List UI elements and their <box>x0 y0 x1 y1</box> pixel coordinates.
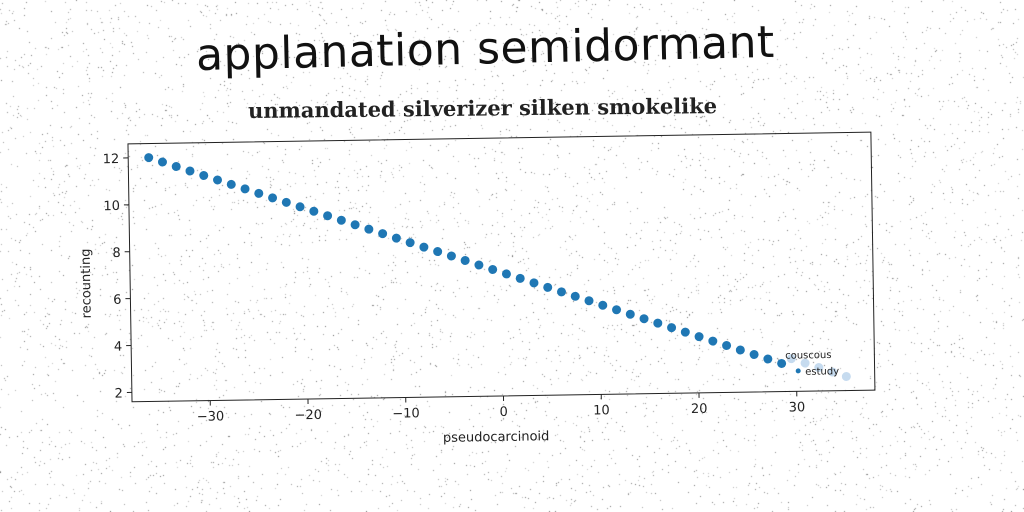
data-point <box>488 264 498 274</box>
data-point <box>598 300 608 310</box>
data-point <box>268 193 278 203</box>
data-point <box>391 233 401 243</box>
data-point <box>336 215 346 225</box>
data-point <box>708 336 718 346</box>
y-tick-label: 12 <box>103 152 120 167</box>
x-tick-label: −10 <box>392 406 420 421</box>
data-point <box>653 318 663 328</box>
plot-frame <box>127 131 876 403</box>
data-point <box>254 188 264 198</box>
x-tick-label: 10 <box>593 403 610 418</box>
data-point <box>378 229 388 239</box>
data-point <box>309 206 319 216</box>
data-point <box>281 197 291 207</box>
data-point <box>777 358 787 368</box>
data-point <box>240 184 250 194</box>
data-point <box>350 220 360 230</box>
x-axis-label: pseudocarcinoid <box>443 429 550 446</box>
faded-point <box>828 367 838 377</box>
faded-point <box>814 363 824 373</box>
data-point <box>460 256 470 266</box>
data-point <box>419 242 429 252</box>
data-point <box>584 296 594 306</box>
annotation-marker <box>795 368 801 374</box>
data-point <box>433 247 443 257</box>
data-point <box>680 327 690 337</box>
x-tick-label: 30 <box>789 400 806 415</box>
data-point <box>364 224 374 234</box>
data-point <box>405 238 415 248</box>
y-tick-label: 2 <box>115 387 124 402</box>
x-tick-label: −30 <box>197 409 225 424</box>
data-point <box>722 341 732 351</box>
data-point <box>749 349 759 359</box>
annotations: couscous estudy <box>785 350 839 378</box>
data-point <box>295 202 305 212</box>
faded-point <box>786 354 796 364</box>
data-point <box>639 314 649 324</box>
annotation-label: couscous <box>785 350 831 362</box>
y-tick-label: 8 <box>112 246 121 261</box>
faded-points <box>786 354 851 381</box>
data-point <box>515 273 525 283</box>
data-points <box>144 153 787 368</box>
data-point <box>667 323 677 333</box>
data-point <box>735 345 745 355</box>
data-point <box>213 175 223 185</box>
x-tick-label: 0 <box>499 405 508 420</box>
y-tick-label: 4 <box>114 340 123 355</box>
y-axis-label: recounting <box>79 248 95 318</box>
y-tick-label: 6 <box>113 293 122 308</box>
data-point <box>501 269 511 279</box>
data-point <box>694 332 704 342</box>
y-tick-label: 10 <box>103 199 120 214</box>
data-point <box>157 157 167 167</box>
x-tick-label: −20 <box>294 408 322 423</box>
data-point <box>323 211 333 221</box>
data-point <box>570 291 580 301</box>
faded-point <box>800 358 810 368</box>
data-point <box>556 287 566 297</box>
data-point <box>763 354 773 364</box>
data-point <box>185 166 195 176</box>
data-point <box>171 162 181 172</box>
data-point <box>199 170 209 180</box>
data-point <box>612 305 622 315</box>
data-point <box>625 309 635 319</box>
data-point <box>543 282 553 292</box>
faded-point <box>841 371 851 381</box>
data-point <box>474 260 484 270</box>
data-point <box>226 179 236 189</box>
x-tick-label: 20 <box>691 402 708 417</box>
data-point <box>529 278 539 288</box>
data-point <box>144 153 154 163</box>
annotation-label: estudy <box>805 366 839 378</box>
axis-ticks: −30 −20 −10 0 10 20 30 2 4 6 8 10 12 <box>103 152 806 425</box>
data-point <box>446 251 456 261</box>
